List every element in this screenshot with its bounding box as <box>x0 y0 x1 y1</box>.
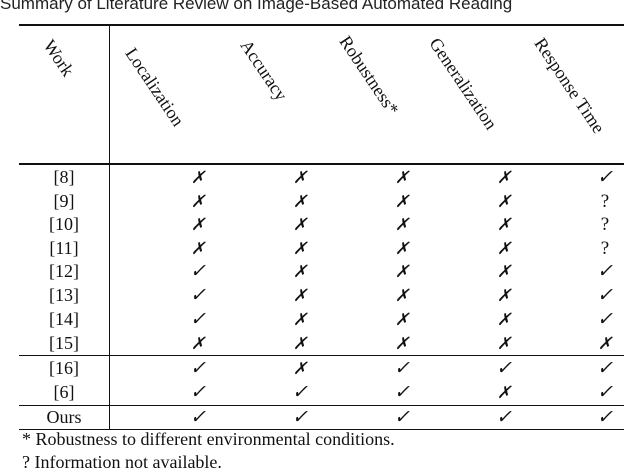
group-separator-rule <box>19 355 624 356</box>
value-cell: ✗ <box>496 310 512 329</box>
table-top-rule <box>19 24 624 26</box>
value-cell: ✓ <box>597 261 613 282</box>
value-cell: ✓ <box>597 167 613 188</box>
table-row: [11] ✗ ✗ ✗ ✗? <box>19 237 624 260</box>
work-cell: Ours <box>46 407 82 427</box>
table-row: [6] ✓ ✓ ✓ ✗ ✓ <box>19 381 624 404</box>
table-row: [13] ✓ ✗ ✗ ✗ ✓ <box>19 284 624 307</box>
value-cell: ✗ <box>496 192 512 211</box>
value-cell: ✗ <box>394 192 410 211</box>
header-response-time: Response Time <box>530 34 609 137</box>
header-bottom-rule <box>19 163 624 165</box>
value-cell: ✗ <box>292 215 308 234</box>
value-cell: ✗ <box>496 168 512 187</box>
value-cell: ✓ <box>190 358 206 379</box>
table-row: [16] ✓ ✗ ✓ ✓ ✓ <box>19 357 624 380</box>
value-cell: ✓ <box>394 382 410 403</box>
value-cell: ✓ <box>597 285 613 306</box>
value-cell: ✓ <box>190 382 206 403</box>
footnote-unavailable: ? Information not available. <box>22 452 222 472</box>
ours-separator-rule <box>19 405 624 406</box>
table-row: [14] ✓ ✗ ✗ ✗ ✓ <box>19 308 624 331</box>
value-cell: ✗ <box>190 192 206 211</box>
value-cell: ✗ <box>394 239 410 258</box>
work-cell: [13] <box>49 285 79 305</box>
value-cell: ✗ <box>496 215 512 234</box>
value-cell: ✗ <box>496 262 512 281</box>
value-cell: ✗ <box>496 286 512 305</box>
table-row: Ours ✓ ✓ ✓ ✓ ✓ <box>19 406 624 429</box>
work-cell: [12] <box>49 261 79 281</box>
footnote-robustness: * Robustness to different environmental … <box>22 429 395 449</box>
value-cell: ✗ <box>190 215 206 234</box>
table-row: [12] ✓ ✗ ✗ ✗ ✓ <box>19 260 624 283</box>
value-cell: ✗ <box>394 262 410 281</box>
work-cell: [8] <box>53 167 75 187</box>
value-cell: ? <box>600 191 610 212</box>
table-row: [9] ✗ ✗ ✗ ✗? <box>19 190 624 213</box>
header-accuracy: Accuracy <box>236 36 292 105</box>
table-bottom-rule <box>19 429 624 430</box>
value-cell: ✗ <box>292 262 308 281</box>
value-cell: ✗ <box>292 192 308 211</box>
value-cell: ✓ <box>292 407 308 428</box>
table-caption: Summary of Literature Review on Image-Ba… <box>0 0 513 13</box>
work-cell: [6] <box>53 382 75 402</box>
value-cell: ✗ <box>394 286 410 305</box>
work-column-divider <box>109 24 110 430</box>
value-cell: ✗ <box>292 168 308 187</box>
value-cell: ? <box>600 238 610 259</box>
value-cell: ✗ <box>394 215 410 234</box>
work-cell: [10] <box>49 214 79 234</box>
work-cell: [15] <box>49 333 79 353</box>
value-cell: ✗ <box>597 334 613 353</box>
value-cell: ✓ <box>597 407 613 428</box>
value-cell: ✗ <box>190 239 206 258</box>
value-cell: ✓ <box>597 382 613 403</box>
value-cell: ✗ <box>190 334 206 353</box>
header-work: Work <box>39 36 79 80</box>
work-cell: [9] <box>53 191 75 211</box>
value-cell: ✓ <box>394 358 410 379</box>
table-row: [10] ✗ ✗ ✗ ✗? <box>19 213 624 236</box>
value-cell: ✗ <box>292 286 308 305</box>
value-cell: ✗ <box>292 310 308 329</box>
value-cell: ✓ <box>394 407 410 428</box>
value-cell: ✗ <box>394 168 410 187</box>
header-robustness: Robustness* <box>335 32 403 119</box>
value-cell: ✗ <box>292 239 308 258</box>
work-cell: [11] <box>49 238 79 258</box>
work-cell: [14] <box>49 309 79 329</box>
value-cell: ✓ <box>190 407 206 428</box>
value-cell: ✓ <box>496 407 512 428</box>
value-cell: ✓ <box>190 261 206 282</box>
value-cell: ✗ <box>190 168 206 187</box>
value-cell: ✓ <box>190 309 206 330</box>
value-cell: ✓ <box>190 285 206 306</box>
value-cell: ✗ <box>496 334 512 353</box>
value-cell: ✗ <box>496 383 512 402</box>
value-cell: ✓ <box>496 358 512 379</box>
header-generalization: Generalization <box>425 34 502 134</box>
value-cell: ✓ <box>597 309 613 330</box>
value-cell: ✗ <box>292 359 308 378</box>
header-localization: Localization <box>121 44 189 130</box>
table-row: [15] ✗ ✗ ✗ ✗ ✗ <box>19 332 624 355</box>
value-cell: ? <box>600 214 610 235</box>
value-cell: ✗ <box>394 310 410 329</box>
value-cell: ✗ <box>496 239 512 258</box>
value-cell: ✗ <box>394 334 410 353</box>
table-row: [8] ✗ ✗ ✗ ✗ ✓ <box>19 166 624 189</box>
value-cell: ✗ <box>292 334 308 353</box>
work-cell: [16] <box>49 358 79 378</box>
value-cell: ✓ <box>597 358 613 379</box>
value-cell: ✓ <box>292 382 308 403</box>
